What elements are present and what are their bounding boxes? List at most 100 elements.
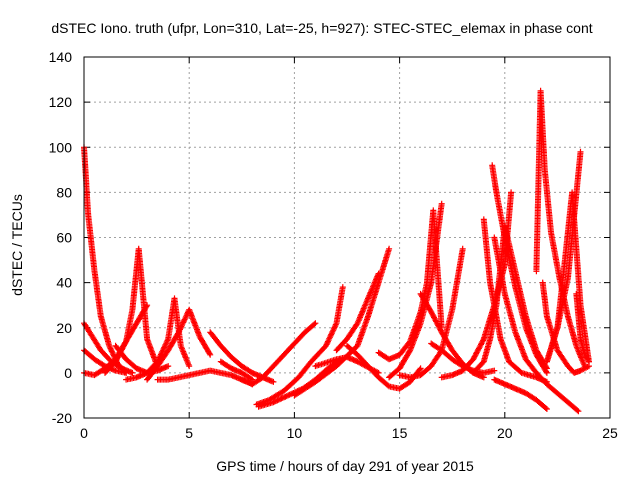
y-axis-title: dSTEC / TECUs [9, 194, 25, 296]
data-point [398, 374, 401, 376]
data-point [514, 286, 517, 288]
y-tick-label: 140 [49, 49, 73, 65]
data-point [398, 367, 401, 370]
data-point [430, 311, 432, 313]
data-point [114, 345, 117, 347]
data-point [567, 277, 569, 279]
data-point [499, 338, 502, 340]
x-tick-label: 20 [497, 425, 513, 441]
data-point [188, 374, 190, 376]
data-point [575, 293, 578, 295]
data-series [81, 87, 592, 415]
data-point [325, 345, 327, 347]
data-point [491, 164, 493, 167]
chart-title: dSTEC Iono. truth (ufpr, Lon=310, Lat=-2… [51, 20, 592, 36]
data-point [409, 381, 411, 383]
data-point [356, 345, 359, 347]
data-point [504, 236, 506, 239]
data-point [388, 376, 390, 379]
data-point [541, 281, 544, 284]
data-point [426, 281, 428, 284]
data-point [493, 304, 496, 306]
data-point [241, 372, 243, 374]
data-point [567, 401, 569, 404]
data-point [219, 372, 222, 374]
data-point [546, 372, 548, 374]
data-point [262, 376, 264, 379]
data-point [546, 360, 548, 363]
data-point [472, 358, 475, 361]
data-point [556, 326, 559, 329]
data-point [135, 367, 138, 370]
data-point [104, 365, 106, 367]
y-tick-label: 20 [56, 320, 72, 336]
y-tick-label: 40 [56, 275, 72, 291]
data-point [546, 315, 548, 318]
data-point [230, 374, 233, 376]
data-point [461, 247, 464, 250]
data-point [579, 338, 582, 340]
data-point [377, 376, 380, 379]
data-point [293, 394, 296, 397]
data-point [327, 367, 329, 370]
data-point [388, 385, 390, 388]
plot-frame [83, 56, 611, 419]
y-tick-label: 0 [64, 365, 72, 381]
data-point [156, 378, 159, 381]
x-axis-title: GPS time / hours of day 291 of year 2015 [216, 458, 474, 474]
data-point [504, 263, 506, 266]
data-point [356, 322, 359, 325]
data-point [156, 365, 159, 367]
data-point [430, 281, 432, 284]
data-point [571, 191, 573, 194]
data-point [356, 360, 359, 363]
series-arc10 [207, 329, 277, 385]
data-point [335, 349, 338, 352]
x-tick-label: 15 [392, 425, 408, 441]
data-point [137, 247, 140, 250]
data-point [440, 376, 443, 379]
data-point [219, 360, 222, 363]
data-point [367, 297, 369, 300]
data-point [588, 365, 590, 367]
data-point [283, 354, 285, 356]
data-point [93, 374, 96, 376]
data-point [539, 90, 542, 92]
data-point [114, 369, 117, 372]
data-point [430, 342, 432, 345]
data-point [535, 372, 538, 374]
data-point [482, 338, 485, 340]
data-point [367, 365, 369, 367]
data-point [135, 322, 138, 325]
data-point [510, 191, 512, 194]
data-point [167, 365, 169, 367]
data-point [93, 358, 96, 361]
data-point [188, 308, 190, 311]
data-point [432, 209, 435, 212]
data-point [104, 372, 106, 374]
data-point [514, 387, 517, 390]
data-point [188, 365, 190, 367]
series-arc28 [491, 234, 582, 415]
data-point [525, 326, 527, 329]
data-point [304, 331, 306, 334]
data-point [209, 354, 212, 356]
y-tick-label: 60 [56, 230, 72, 246]
data-point [167, 349, 169, 352]
data-point [125, 372, 127, 374]
data-point [177, 376, 180, 379]
data-point [272, 401, 275, 404]
data-point [514, 331, 517, 334]
data-point [131, 372, 134, 374]
data-point [121, 367, 123, 370]
data-point [482, 218, 485, 221]
series-arc8 [144, 306, 214, 383]
data-point [562, 270, 565, 273]
series-arc20 [386, 200, 445, 381]
data-point [100, 315, 102, 318]
data-point [93, 270, 96, 273]
data-point [209, 331, 212, 334]
data-point [558, 277, 561, 279]
data-point [146, 378, 148, 381]
data-point [419, 367, 422, 370]
